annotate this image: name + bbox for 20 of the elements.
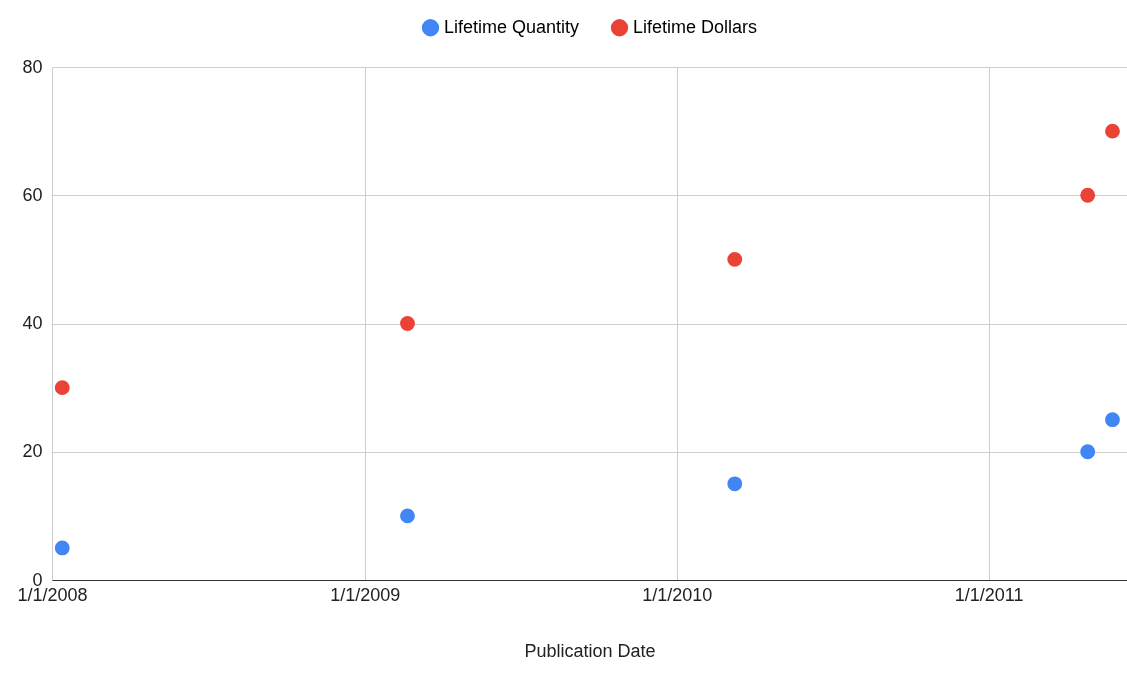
x-tick-label: 1/1/2009	[330, 584, 401, 605]
x-axis-title: Publication Date	[524, 640, 656, 661]
point	[400, 508, 415, 524]
legend-label: Lifetime Dollars	[633, 16, 758, 37]
point	[1080, 187, 1096, 203]
point	[54, 540, 70, 556]
point	[400, 316, 415, 331]
y-tick-label: 60	[22, 184, 43, 205]
y-tick-label: 20	[22, 441, 43, 462]
x-tick-label: 1/1/2011	[954, 584, 1024, 605]
y-tick-label: 80	[22, 56, 43, 77]
point	[727, 251, 743, 267]
point	[727, 476, 743, 492]
point	[54, 380, 70, 396]
point	[1105, 412, 1120, 428]
x-tick-label: 1/1/2010	[642, 584, 713, 605]
point	[1080, 444, 1096, 460]
legend-label: Lifetime Quantity	[444, 16, 580, 37]
point	[1105, 123, 1120, 139]
y-tick-label: 40	[22, 313, 43, 333]
